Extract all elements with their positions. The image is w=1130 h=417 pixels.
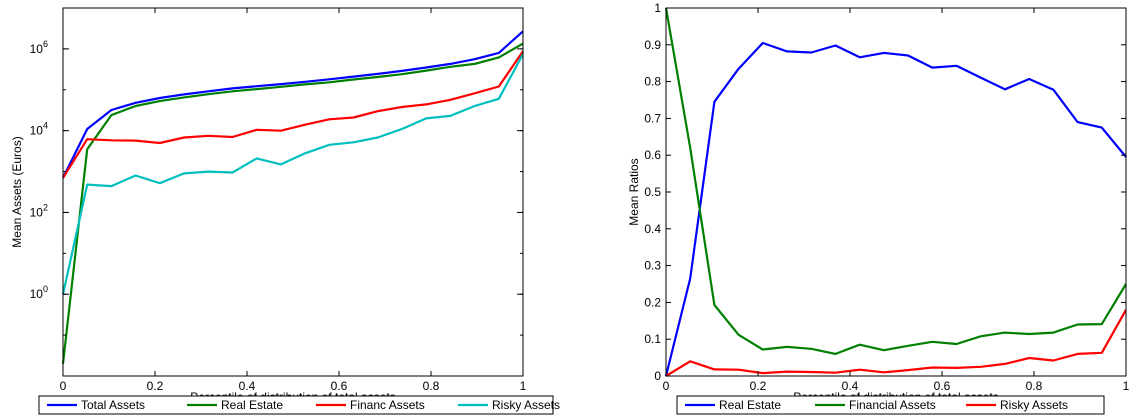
x-tick-label: 0.8 bbox=[1026, 379, 1043, 393]
x-tick-label: 0 bbox=[663, 379, 670, 393]
legend-label: Risky Assets bbox=[492, 398, 560, 412]
y-tick-label: 0.7 bbox=[644, 111, 661, 125]
y-tick-label: 0.2 bbox=[644, 295, 661, 309]
series-line-risky-assets bbox=[61, 53, 524, 295]
y-tick-label: 0.6 bbox=[644, 148, 661, 162]
y-tick-label: 0.5 bbox=[644, 185, 661, 199]
chart-left: 00.20.40.60.81100102104106Percentile of … bbox=[10, 7, 560, 415]
series-line-financ-assets bbox=[62, 50, 524, 179]
x-tick-label: 1 bbox=[520, 379, 527, 393]
chart-right: 0 0.2 0.4 0.6 0.8 1 0 0.1 0.2 0.3 0.4 0.5 0.6 0.7 0.8 0… bbox=[627, 1, 1130, 415]
y-tick-label: 0 bbox=[654, 369, 661, 383]
legend-label: Total Assets bbox=[81, 398, 145, 412]
y-tick-label: 102 bbox=[30, 202, 48, 219]
y-tick-label: 0.1 bbox=[644, 332, 661, 346]
x-tick-label: 0 bbox=[60, 379, 67, 393]
y-tick-label: 0.3 bbox=[644, 259, 661, 273]
x-tick-label: 1 bbox=[1123, 379, 1130, 393]
y-axis-label: Mean Ratios bbox=[627, 158, 641, 225]
legend-label: Financial Assets bbox=[849, 398, 936, 412]
y-tick-label: 100 bbox=[30, 284, 48, 301]
series-line-financial-assets bbox=[664, 7, 1127, 355]
y-axis-label: Mean Assets (Euros) bbox=[10, 136, 24, 247]
x-tick-label: 0.6 bbox=[331, 379, 348, 393]
legend-label: Real Estate bbox=[221, 398, 283, 412]
series-line-risky-assets bbox=[665, 309, 1127, 377]
plot-frame bbox=[62, 7, 524, 377]
y-tick-exponent: 2 bbox=[43, 202, 48, 212]
legend-label: Financ Assets bbox=[350, 398, 425, 412]
legend-label: Risky Assets bbox=[1000, 398, 1068, 412]
y-tick-label: 1 bbox=[654, 1, 661, 15]
x-tick-label: 0.4 bbox=[842, 379, 859, 393]
series-line-real-estate bbox=[664, 41, 1127, 377]
x-tick-label: 0.8 bbox=[423, 379, 440, 393]
x-tick-label: 0.4 bbox=[239, 379, 256, 393]
y-tick-label: 0.8 bbox=[644, 75, 661, 89]
series-line-total-assets bbox=[62, 30, 524, 179]
y-tick-label: 104 bbox=[30, 121, 48, 138]
legend-box bbox=[38, 395, 554, 415]
y-tick-label: 0.4 bbox=[644, 222, 661, 236]
series-line-real-estate bbox=[61, 42, 524, 364]
x-tick-label: 0.6 bbox=[934, 379, 951, 393]
plot-frame bbox=[665, 7, 1127, 377]
y-tick-exponent: 4 bbox=[43, 121, 48, 131]
y-tick-label: 106 bbox=[30, 39, 48, 56]
y-tick-label: 0.9 bbox=[644, 38, 661, 52]
x-tick-label: 0.2 bbox=[147, 379, 164, 393]
legend-label: Real Estate bbox=[719, 398, 781, 412]
legend-box bbox=[676, 395, 1105, 415]
x-tick-label: 0.2 bbox=[750, 379, 767, 393]
y-tick-exponent: 0 bbox=[43, 284, 48, 294]
y-tick-exponent: 6 bbox=[43, 39, 48, 49]
